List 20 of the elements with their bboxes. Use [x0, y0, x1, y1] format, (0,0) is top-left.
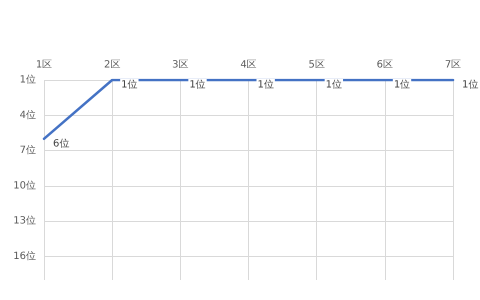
- x-tick-label: 2区: [104, 60, 120, 70]
- data-label: 1位: [258, 78, 274, 90]
- y-tick-label: 4位: [20, 108, 36, 121]
- x-tick-label: 3区: [172, 60, 189, 70]
- y-tick-label: 10位: [13, 179, 36, 192]
- x-tick-label: 5区: [308, 60, 325, 70]
- y-tick-label: 7位: [20, 144, 36, 156]
- x-tick-label: 1区: [36, 60, 52, 70]
- data-label: 1位: [189, 78, 206, 90]
- y-tick-label: 16位: [13, 250, 36, 262]
- x-tick-label: 4区: [240, 60, 257, 70]
- data-label: 1位: [121, 78, 138, 90]
- data-label: 1位: [394, 78, 410, 90]
- data-label: 1位: [326, 78, 342, 90]
- x-tick-label: 7区: [444, 60, 462, 70]
- data-label: 1位: [462, 78, 478, 90]
- x-tick-label: 6区: [376, 60, 394, 70]
- data-label: 6位: [53, 137, 70, 150]
- y-tick-label: 13位: [13, 214, 36, 227]
- y-tick-label: 1位: [20, 74, 36, 86]
